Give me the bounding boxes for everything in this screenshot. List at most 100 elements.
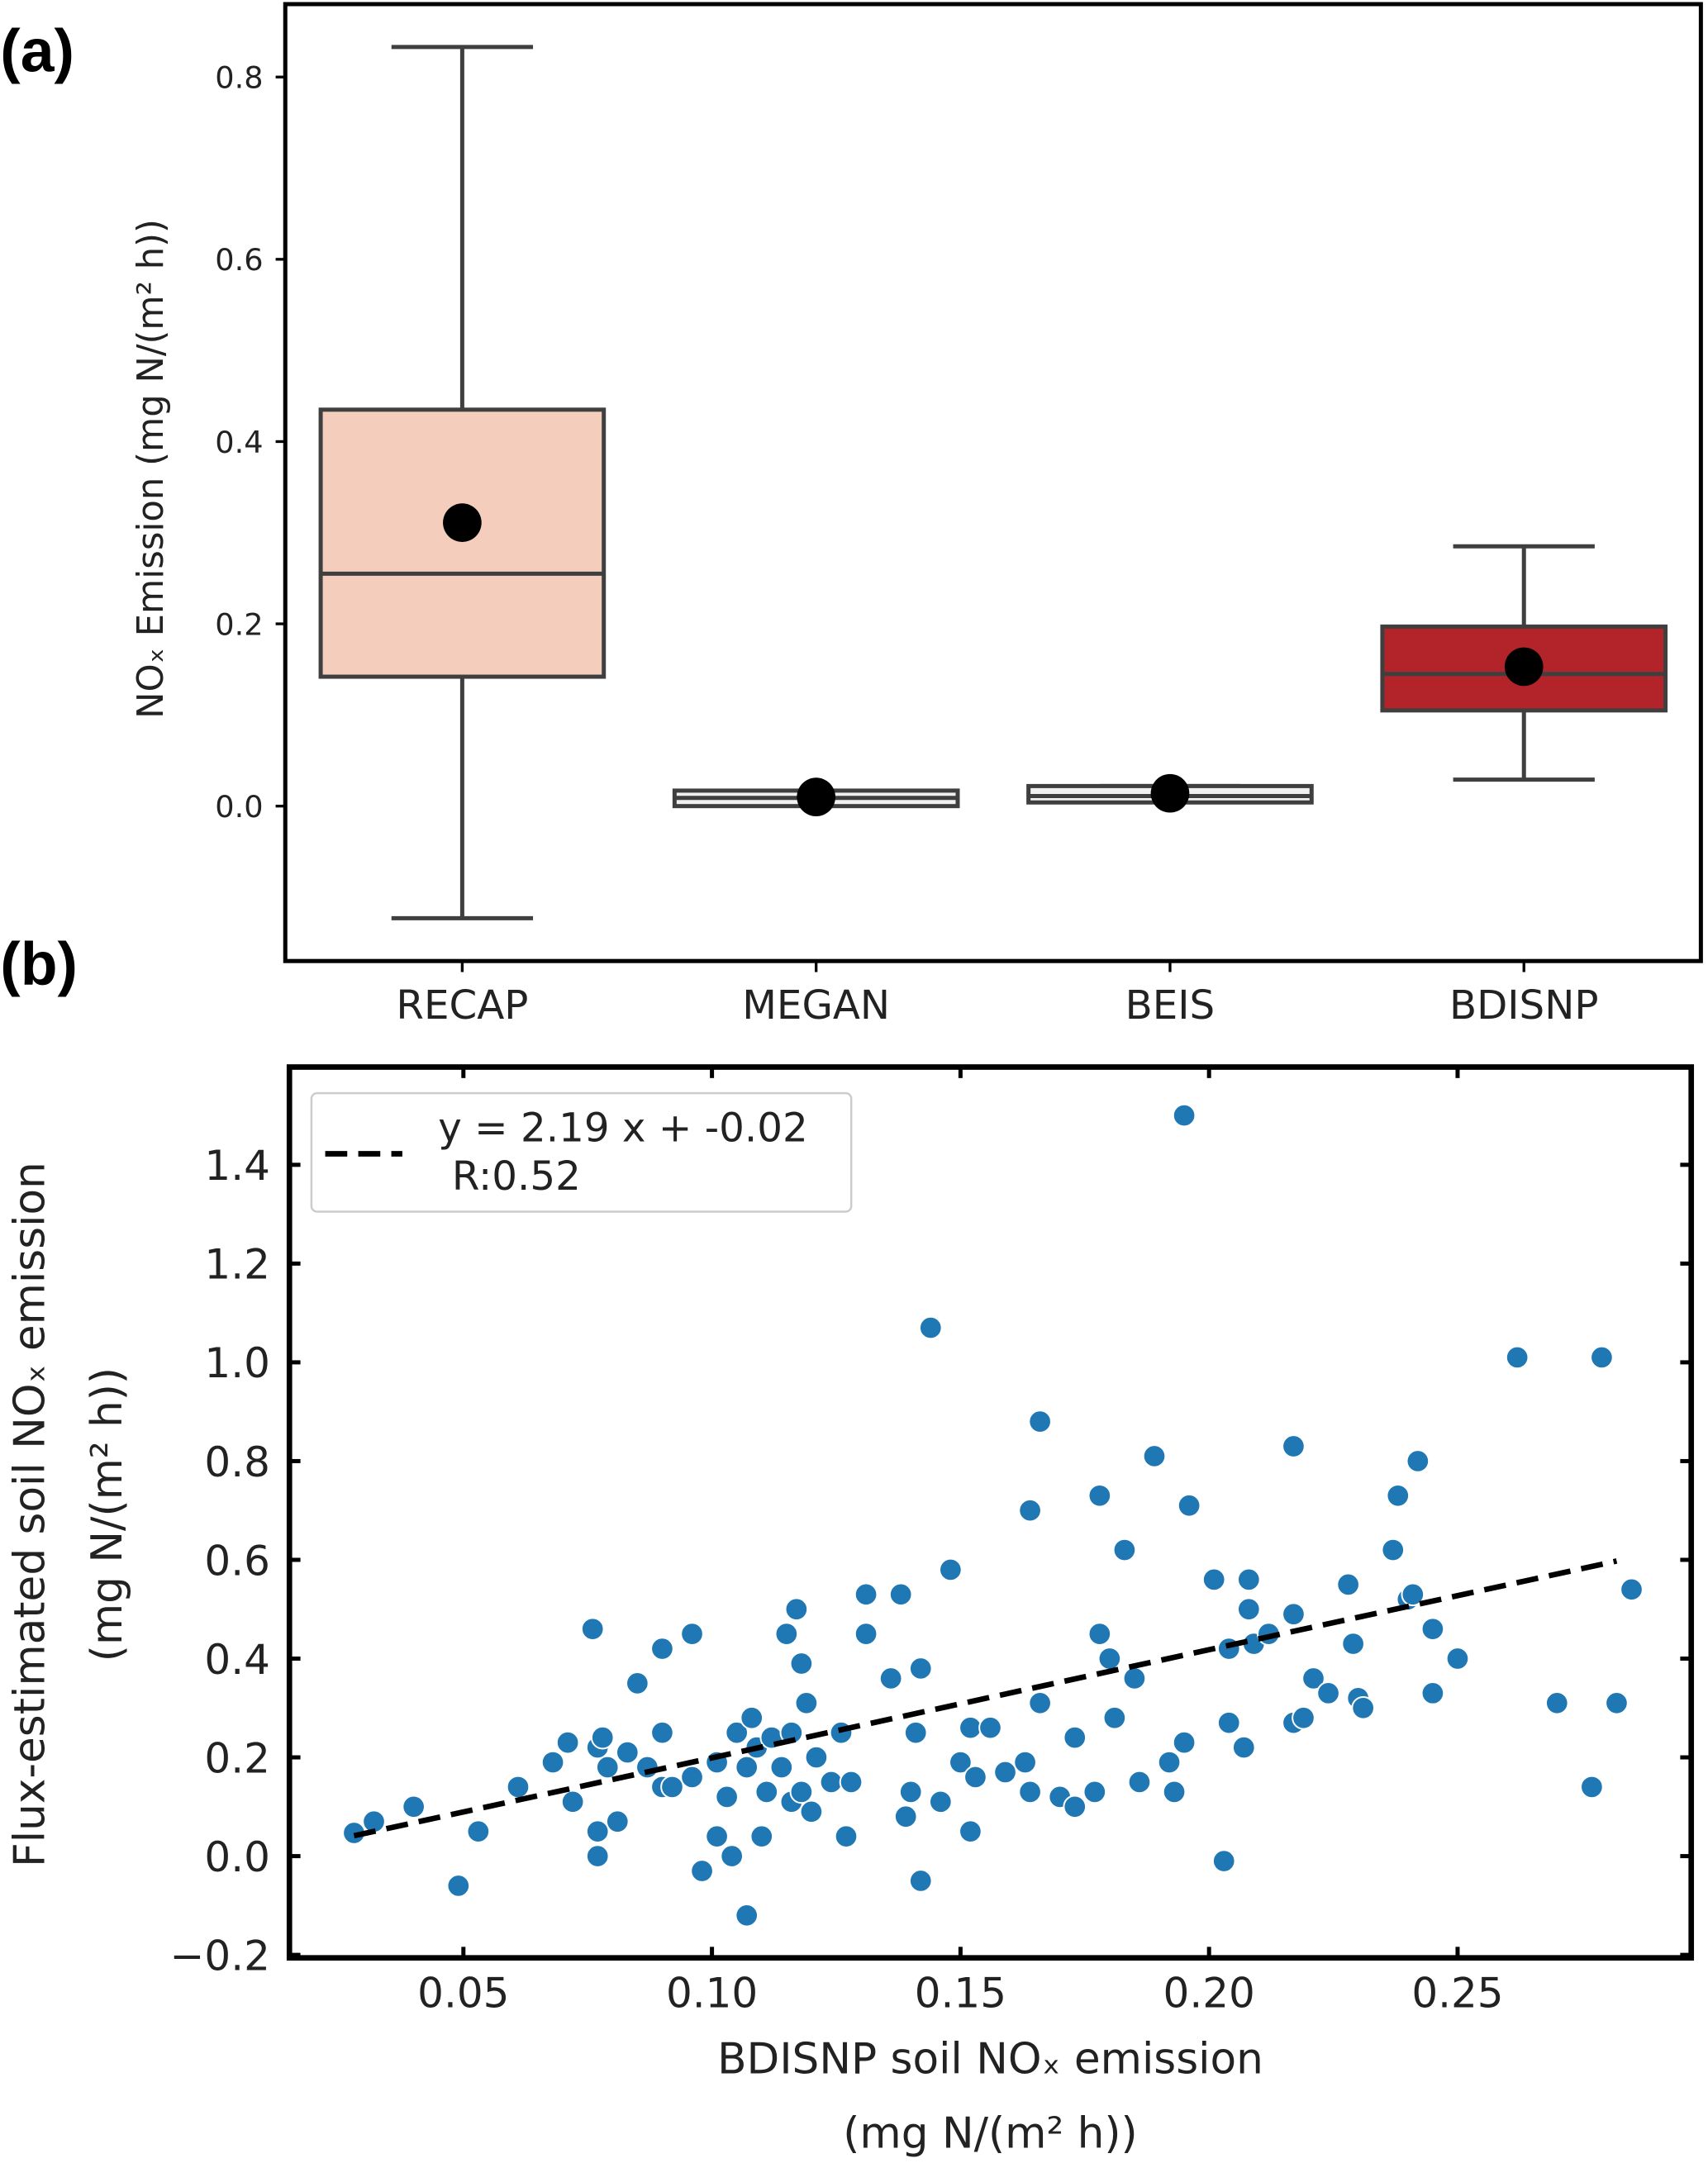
data-point [754, 1780, 779, 1804]
data-point [908, 1657, 933, 1680]
data-point [1201, 1567, 1226, 1592]
data-point [1172, 1730, 1197, 1755]
box-bdisnp [1380, 544, 1668, 782]
data-point [878, 1666, 903, 1690]
data-point [888, 1582, 913, 1607]
data-point [834, 1824, 859, 1849]
data-point [725, 1720, 749, 1745]
data-point [1292, 1705, 1315, 1730]
y-axis-label: NOₓ Emission (mg N/(m² h)) [131, 219, 172, 719]
y-axis-label: Flux-estimated soil NOₓ emission [6, 1162, 55, 1867]
y-tick-label: 1.2 [204, 1241, 270, 1289]
y-tick-label: 0.6 [215, 242, 263, 278]
data-point [1063, 1795, 1087, 1819]
data-point [799, 1799, 824, 1824]
plot-frame [286, 1064, 1695, 1961]
data-point [1420, 1681, 1445, 1705]
data-point [978, 1715, 1002, 1740]
data-point [1028, 1690, 1052, 1715]
mean-marker [797, 777, 836, 816]
y-tick-label: 1.4 [204, 1142, 270, 1190]
data-point [1401, 1582, 1425, 1607]
data-point [1216, 1710, 1241, 1735]
data-point [829, 1720, 854, 1745]
data-point [1018, 1780, 1042, 1804]
data-point [1013, 1750, 1037, 1775]
data-point [1445, 1647, 1470, 1671]
data-point [1018, 1498, 1042, 1523]
y-tick-label: 0.2 [204, 1734, 270, 1782]
data-point [918, 1315, 943, 1340]
y-tick-label: 0.6 [204, 1537, 270, 1585]
x-tick-label: MEGAN [742, 982, 890, 1029]
data-point [1282, 1602, 1306, 1627]
data-point [680, 1765, 704, 1790]
data-point [1236, 1597, 1261, 1622]
data-point [540, 1750, 565, 1775]
data-point [774, 1622, 799, 1646]
data-point [1082, 1780, 1107, 1804]
data-point [715, 1785, 739, 1809]
data-point [720, 1844, 744, 1868]
scatter-plot-panel: −0.2 0.0 0.2 0.4 0.6 0.8 1.0 1.2 1.4 0.05 0.10 0.15… [6, 1064, 1695, 2159]
x-tick-label: 0.20 [1163, 1970, 1255, 2018]
data-point [635, 1755, 659, 1780]
data-point [555, 1730, 580, 1755]
data-point [740, 1705, 764, 1730]
data-point [898, 1780, 923, 1804]
data-point [1386, 1483, 1411, 1508]
data-point [1406, 1449, 1430, 1473]
data-point [680, 1622, 704, 1646]
data-point [650, 1720, 674, 1745]
y-tick-label: 0.4 [215, 425, 263, 460]
data-point [789, 1780, 814, 1804]
data-point [1087, 1483, 1112, 1508]
x-axis-label: BDISNP soil NOₓ emission [717, 2035, 1263, 2085]
box-recap [318, 45, 607, 920]
x-tick-label: 0.15 [915, 1970, 1006, 2018]
data-point [660, 1775, 684, 1799]
y-axis-label-units: (mg N/(m² h)) [83, 1367, 132, 1661]
data-point [794, 1690, 819, 1715]
plot-frame [283, 2, 1703, 963]
data-point [595, 1755, 620, 1780]
data-point [959, 1715, 982, 1740]
data-point [1211, 1849, 1236, 1873]
data-point [626, 1671, 649, 1695]
data-point [779, 1720, 804, 1745]
data-point [590, 1725, 615, 1750]
data-point [402, 1795, 426, 1819]
data-point [1028, 1410, 1052, 1433]
data-point [735, 1755, 759, 1780]
data-point [1142, 1444, 1167, 1468]
x-tick-label: 0.05 [417, 1970, 509, 2018]
x-tick-label: 0.25 [1411, 1970, 1503, 2018]
y-tick-label: 1.0 [204, 1339, 270, 1387]
data-point [446, 1874, 471, 1898]
data-point [585, 1819, 610, 1844]
data-point [690, 1859, 714, 1883]
y-tick-label: 0.0 [215, 789, 263, 825]
x-axis-label-units: (mg N/(m² h)) [843, 2109, 1137, 2159]
mean-marker [1504, 647, 1544, 687]
data-point [560, 1790, 585, 1814]
data-point [1127, 1770, 1152, 1795]
data-point [1157, 1750, 1182, 1775]
data-point [1381, 1538, 1406, 1562]
data-point [1605, 1690, 1629, 1715]
data-point [615, 1740, 640, 1765]
data-point [1097, 1647, 1122, 1671]
data-point [789, 1652, 814, 1676]
regression-line [353, 1558, 1618, 1839]
data-point [1172, 1103, 1197, 1128]
y-tick-label: 0.2 [215, 606, 263, 642]
x-tick-label: BEIS [1125, 982, 1216, 1029]
data-point [650, 1637, 674, 1661]
x-tick-label: 0.10 [666, 1970, 758, 2018]
data-point [1162, 1780, 1187, 1804]
data-point [784, 1597, 809, 1622]
y-tick-label: −0.2 [170, 1932, 270, 1980]
data-point [1063, 1725, 1087, 1750]
data-point [1336, 1572, 1360, 1597]
